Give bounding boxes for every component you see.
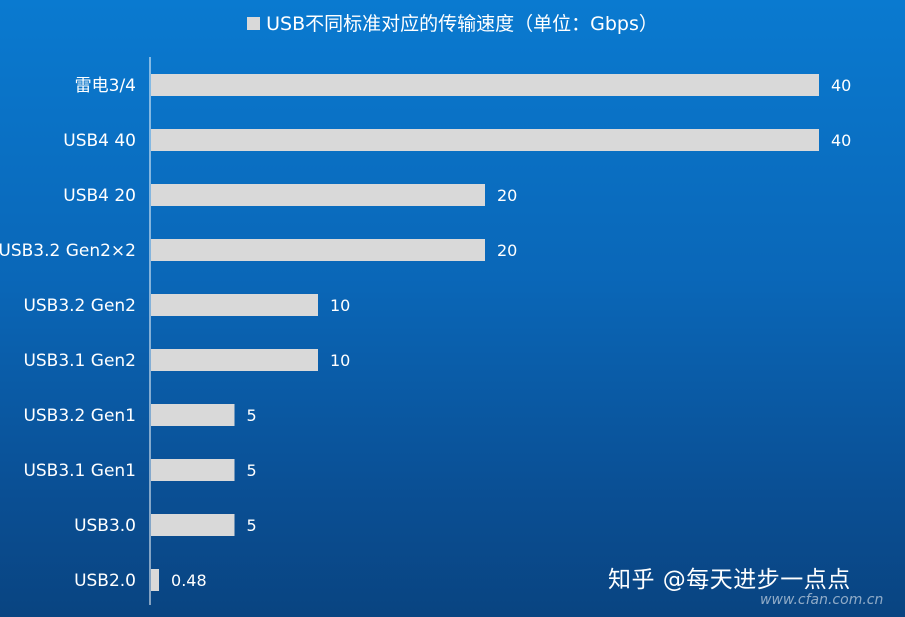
data-label: 20 [497,241,517,260]
bar [151,129,819,151]
bars-layer: 雷电3/4 40 USB4 40 40 USB4 20 20 USB3.2 Gen2×2 20… [0,74,851,591]
bar [151,404,235,426]
category-label: USB3.0 [74,516,136,536]
data-label: 40 [831,131,851,150]
category-label: USB3.2 Gen2×2 [0,241,136,261]
data-label: 5 [247,406,257,425]
bar [151,294,318,316]
bar [151,239,485,261]
data-label: 10 [330,351,350,370]
bar [151,569,160,591]
data-label: 20 [497,186,517,205]
bar [151,349,318,371]
watermark-site: www.cfan.com.cn [760,592,884,608]
data-label: 0.48 [171,571,207,590]
bar [151,184,485,206]
data-label: 10 [330,296,350,315]
legend-label: USB不同标准对应的传输速度（单位：Gbps） [266,13,658,35]
category-label: USB4 40 [63,131,136,151]
category-label: USB3.2 Gen2 [23,296,136,316]
category-label: USB4 20 [63,186,136,206]
category-label: USB3.1 Gen1 [23,461,136,481]
category-label: USB2.0 [74,571,136,591]
data-label: 5 [247,461,257,480]
data-label: 5 [247,516,257,535]
category-label: USB3.2 Gen1 [23,406,136,426]
category-label: USB3.1 Gen2 [23,351,136,371]
legend: USB不同标准对应的传输速度（单位：Gbps） [0,9,905,36]
category-label: 雷电3/4 [75,76,136,96]
legend-swatch-icon [247,17,261,30]
data-label: 40 [831,76,851,95]
bar [151,74,819,96]
watermark: 知乎 @每天进步一点点 [608,567,851,593]
bar [151,459,235,481]
bar [151,514,235,536]
